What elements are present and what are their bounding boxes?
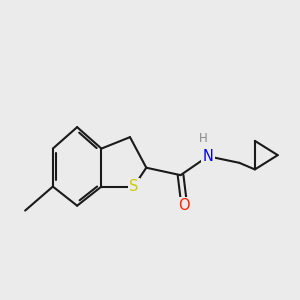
- Text: H: H: [199, 132, 207, 145]
- Text: N: N: [202, 149, 213, 164]
- Text: S: S: [129, 179, 138, 194]
- Text: O: O: [178, 198, 190, 213]
